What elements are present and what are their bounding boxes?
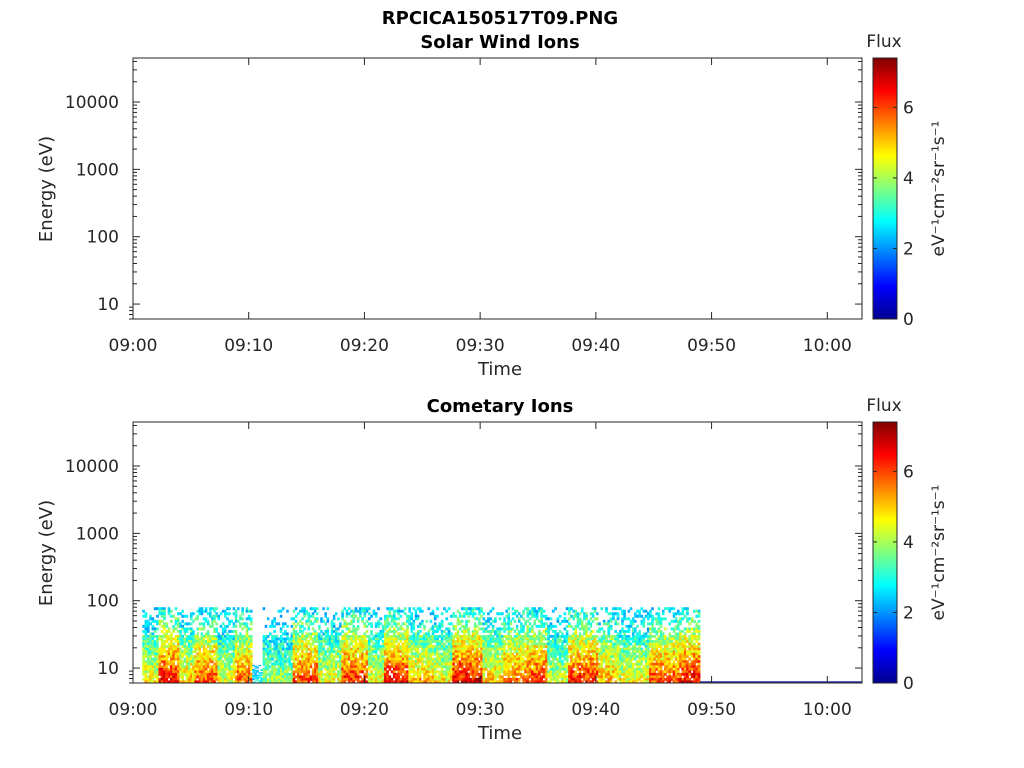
x-tick-label: 09:00 (109, 336, 158, 356)
flux-segment (679, 607, 701, 684)
flux-segment (194, 607, 218, 684)
flux-segment (234, 607, 253, 684)
flux-segment (262, 607, 294, 684)
x-tick-label: 10:00 (803, 336, 852, 356)
flux-segment (367, 607, 385, 684)
colorbar-tick-label: 2 (903, 239, 914, 259)
x-tick-label: 09:20 (340, 700, 389, 720)
colorbar-tick-label: 0 (903, 310, 914, 330)
flux-segment (318, 607, 342, 684)
solar-wind-panel: Solar Wind Ions 09:00 09:10 09:20 09:30 09:4… (36, 32, 949, 380)
x-tick-label: 10:00 (803, 700, 852, 720)
y-tick-label: 10 (97, 295, 119, 315)
flux-segment (252, 664, 263, 684)
colorbar-tick-label: 2 (903, 603, 914, 623)
flux-segment (568, 607, 599, 684)
x-tick-label: 09:30 (456, 336, 505, 356)
flux-segment (452, 607, 483, 684)
flux-segment (482, 607, 504, 684)
flux-segment (292, 607, 319, 684)
colorbar-tick-label: 0 (903, 674, 914, 694)
flux-segment (433, 607, 453, 684)
colorbar-unit: eV⁻¹cm⁻²sr⁻¹s⁻¹ (929, 485, 949, 621)
colorbar: 0 2 4 6 Flux eV⁻¹cm⁻²sr⁻¹s⁻¹ (866, 396, 949, 694)
y-axis-label: Energy (eV) (36, 500, 57, 606)
flux-segment (217, 607, 236, 684)
colorbar-tick-label: 4 (903, 533, 914, 553)
y-tick-label: 1000 (76, 524, 119, 544)
y-tick-label: 10 (97, 659, 119, 679)
colorbar-tick-label: 6 (903, 98, 914, 118)
colorbar-gradient (872, 421, 898, 684)
y-tick-label: 10000 (65, 457, 119, 477)
x-tick-label: 09:30 (456, 700, 505, 720)
x-tick-label: 09:40 (571, 700, 620, 720)
flux-segment (649, 607, 680, 684)
axes: 09:00 09:10 09:20 09:30 09:40 09:50 10:00 10 100… (65, 57, 863, 356)
colorbar-label: Flux (866, 396, 901, 416)
x-axis-label: Time (477, 723, 522, 744)
flux-segment (598, 607, 620, 684)
panel-title: Solar Wind Ions (420, 32, 579, 53)
colorbar-gradient (872, 57, 898, 320)
cometary-panel: Cometary Ions 09:00 09:10 09:20 09:30 09:40 0… (36, 396, 949, 744)
flux-segment (179, 609, 195, 684)
flux-segment (619, 607, 650, 684)
panel-title: Cometary Ions (427, 396, 574, 417)
flux-segment (408, 607, 435, 684)
x-axis-label: Time (477, 359, 522, 380)
colorbar-label: Flux (866, 32, 901, 52)
colorbar-tick-label: 4 (903, 169, 914, 189)
x-tick-label: 09:10 (224, 700, 273, 720)
spectrogram-area (142, 607, 862, 684)
x-tick-label: 09:50 (687, 700, 736, 720)
colorbar: 0 2 4 6 Flux eV⁻¹cm⁻²sr⁻¹s⁻¹ (866, 32, 949, 330)
flux-segment (341, 607, 369, 684)
plot-frame (132, 421, 863, 684)
x-tick-label: 09:40 (571, 336, 620, 356)
y-tick-label: 10000 (65, 93, 119, 113)
flux-segment (526, 607, 548, 684)
flux-segment (547, 607, 569, 684)
x-tick-label: 09:00 (109, 700, 158, 720)
y-tick-label: 100 (87, 228, 119, 248)
colorbar-tick-label: 6 (903, 462, 914, 482)
x-tick-label: 09:10 (224, 336, 273, 356)
x-tick-label: 09:20 (340, 336, 389, 356)
flux-segment (158, 607, 180, 684)
flux-segment (384, 607, 409, 684)
y-tick-label: 100 (87, 592, 119, 612)
y-axis-label: Energy (eV) (36, 136, 57, 242)
axes: 09:00 09:10 09:20 09:30 09:40 09:50 10:00 10 100… (65, 421, 863, 720)
flux-segment (142, 607, 159, 684)
x-tick-label: 09:50 (687, 336, 736, 356)
figure-title: RPCICA150517T09.PNG (382, 8, 618, 29)
flux-segment (503, 607, 527, 684)
y-tick-label: 1000 (76, 160, 119, 180)
colorbar-unit: eV⁻¹cm⁻²sr⁻¹s⁻¹ (929, 121, 949, 257)
plot-frame (132, 57, 863, 320)
